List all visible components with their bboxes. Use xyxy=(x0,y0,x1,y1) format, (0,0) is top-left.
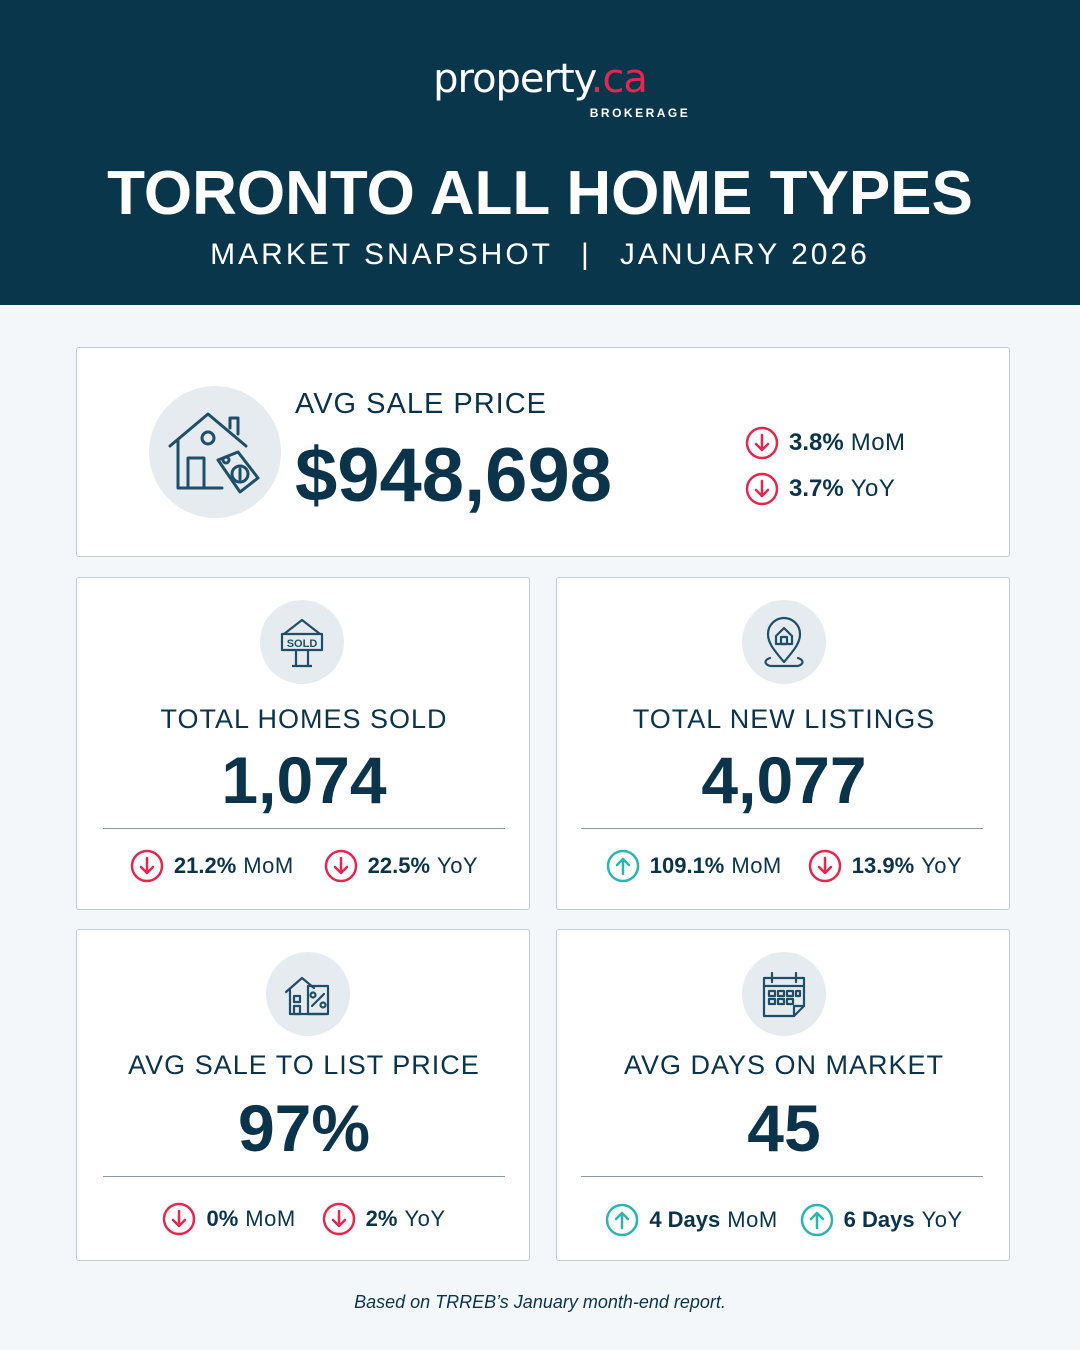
days-on-market-changes: 4 Days MoM 6 Days YoY xyxy=(557,1203,1011,1237)
sale-to-list-mom: 0% MoM xyxy=(162,1202,295,1236)
arrow-down-icon xyxy=(324,849,357,883)
header-banner: property.ca BROKERAGE TORONTO ALL HOME T… xyxy=(0,0,1080,305)
days-on-market-yoy: 6 Days YoY xyxy=(800,1203,963,1237)
brand-tagline: BROKERAGE xyxy=(589,106,691,120)
new-listings-label: TOTAL NEW LISTINGS xyxy=(632,704,936,734)
arrow-down-icon xyxy=(745,426,779,460)
arrow-down-icon xyxy=(745,472,779,506)
sale-to-list-label: AVG SALE TO LIST PRICE xyxy=(128,1050,480,1080)
arrow-up-icon xyxy=(800,1203,833,1237)
sale-to-list-value: 97% xyxy=(237,1091,371,1165)
divider xyxy=(103,828,505,829)
brand-logo[interactable]: property.ca xyxy=(0,56,1080,102)
avg-sale-price-mom: 3.8% MoM xyxy=(745,426,906,460)
footer-source-note: Based on TRREB’s January month-end repor… xyxy=(354,1292,726,1312)
homes-sold-mom: 21.2% MoM xyxy=(130,849,294,883)
homes-sold-label: TOTAL HOMES SOLD xyxy=(160,704,448,734)
arrow-up-icon xyxy=(606,1203,639,1237)
page-subtitle: MARKET SNAPSHOT | JANUARY 2026 xyxy=(0,238,1080,272)
page-title: TORONTO ALL HOME TYPES xyxy=(107,159,973,228)
days-on-market-value: 45 xyxy=(747,1091,821,1165)
building-percent-icon xyxy=(266,952,350,1036)
avg-sale-price-value: $948,698 xyxy=(295,433,612,518)
new-listings-yoy: 13.9% YoY xyxy=(808,849,962,883)
subtitle-separator: | xyxy=(581,238,592,271)
arrow-up-icon xyxy=(606,849,639,883)
arrow-down-icon xyxy=(808,849,842,883)
homes-sold-value: 1,074 xyxy=(221,743,387,817)
homes-sold-yoy: 22.5% YoY xyxy=(324,849,478,883)
arrow-down-icon xyxy=(322,1202,355,1236)
avg-sale-price-label: AVG SALE PRICE xyxy=(295,388,547,420)
new-listings-changes: 109.1% MoM 13.9% YoY xyxy=(557,849,1011,883)
avg-sale-price-yoy: 3.7% YoY xyxy=(745,472,895,506)
new-listings-card: TOTAL NEW LISTINGS 4,077 109.1% MoM 13.9%… xyxy=(556,577,1010,910)
subtitle-date: JANUARY 2026 xyxy=(619,238,870,271)
homes-sold-changes: 21.2% MoM 22.5% YoY xyxy=(77,849,531,883)
location-house-pin-icon xyxy=(742,600,826,684)
new-listings-mom: 109.1% MoM xyxy=(606,849,782,883)
sale-to-list-card: AVG SALE TO LIST PRICE 97% 0% MoM 2% YoY xyxy=(76,929,530,1261)
house-price-tag-icon xyxy=(149,386,281,518)
days-on-market-mom: 4 Days MoM xyxy=(605,1203,777,1237)
brand-name: property.ca xyxy=(433,56,648,102)
avg-sale-price-card: AVG SALE PRICE $948,698 3.8% MoM 3.7% YoY xyxy=(76,347,1010,557)
homes-sold-card: SOLD TOTAL HOMES SOLD 1,074 21.2% MoM 22.… xyxy=(76,577,530,910)
sale-to-list-changes: 0% MoM 2% YoY xyxy=(77,1202,531,1236)
days-on-market-card: AVG DAYS ON MARKET 45 4 Days MoM 6 Days Yo… xyxy=(556,929,1010,1261)
subtitle-report-type: MARKET SNAPSHOT xyxy=(210,238,554,271)
arrow-down-icon xyxy=(163,1202,196,1236)
divider xyxy=(581,828,983,829)
days-on-market-label: AVG DAYS ON MARKET xyxy=(623,1050,945,1080)
sold-sign-icon: SOLD xyxy=(260,600,344,684)
calendar-icon xyxy=(742,952,826,1036)
divider xyxy=(581,1176,983,1177)
sale-to-list-yoy: 2% YoY xyxy=(322,1202,446,1236)
divider xyxy=(103,1176,505,1177)
svg-text:SOLD: SOLD xyxy=(287,638,318,650)
arrow-down-icon xyxy=(130,849,164,883)
new-listings-value: 4,077 xyxy=(701,743,867,817)
avg-sale-price-changes: 3.8% MoM 3.7% YoY xyxy=(745,426,906,506)
